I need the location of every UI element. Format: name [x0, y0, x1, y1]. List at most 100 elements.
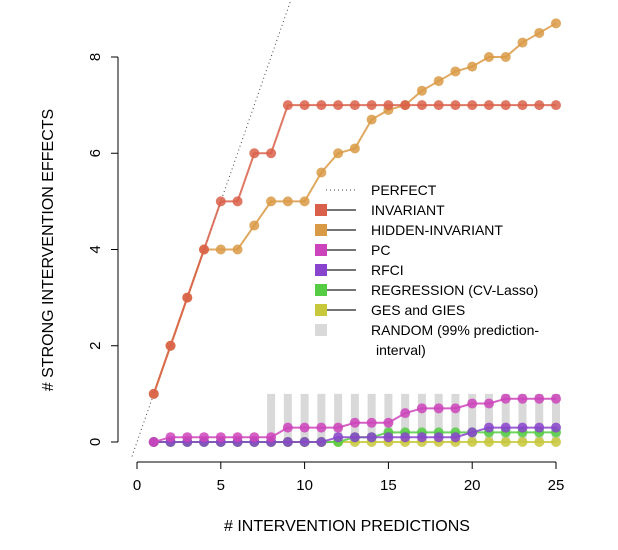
data-point-pc	[383, 417, 394, 428]
random-interval-bar	[283, 393, 292, 442]
data-point-pc	[215, 432, 226, 443]
legend-label: REGRESSION (CV-Lasso)	[371, 282, 538, 298]
data-point-invariant	[282, 100, 293, 111]
data-point-rfci	[383, 432, 394, 443]
random-interval-bar	[267, 393, 276, 442]
data-point-ges-and-gies	[467, 437, 478, 447]
data-point-invariant	[266, 148, 277, 159]
x-tick-label: 25	[548, 477, 565, 494]
data-point-rfci	[483, 422, 494, 433]
data-point-pc	[517, 393, 528, 404]
data-point-rfci	[349, 432, 360, 443]
data-point-invariant	[215, 196, 226, 207]
data-point-hidden-invariant	[483, 52, 494, 62]
data-point-pc	[299, 422, 310, 433]
data-point-hidden-invariant	[299, 196, 310, 207]
data-point-hidden-invariant	[232, 244, 243, 255]
data-point-pc	[349, 417, 360, 428]
data-point-rfci	[316, 437, 327, 447]
data-point-invariant	[366, 100, 377, 111]
data-point-pc	[400, 408, 411, 419]
data-point-invariant	[249, 148, 260, 159]
legend-label-perfect: PERFECT	[371, 182, 437, 198]
legend-swatch	[315, 224, 327, 236]
data-point-pc	[534, 393, 545, 404]
data-point-pc	[282, 422, 293, 433]
data-point-pc	[316, 422, 327, 433]
data-point-invariant	[534, 100, 545, 111]
random-interval-bar	[434, 393, 443, 442]
data-point-rfci	[534, 422, 545, 433]
x-tick-label: 15	[380, 477, 397, 494]
data-point-pc	[483, 398, 494, 409]
data-point-invariant	[416, 100, 427, 111]
y-tick-label: 2	[87, 342, 104, 350]
data-point-hidden-invariant	[416, 85, 427, 96]
random-interval-bar	[317, 393, 326, 442]
data-point-pc	[450, 403, 461, 414]
data-point-invariant	[148, 388, 159, 399]
data-point-hidden-invariant	[450, 66, 461, 77]
data-point-invariant	[165, 340, 176, 351]
legend-label: RFCI	[371, 262, 404, 278]
data-point-invariant	[450, 100, 461, 111]
data-point-rfci	[500, 422, 511, 433]
data-point-invariant	[316, 100, 327, 111]
data-point-invariant	[199, 244, 210, 255]
data-point-invariant	[232, 196, 243, 207]
legend-label-random-line2: interval)	[376, 342, 426, 358]
data-point-hidden-invariant	[266, 196, 277, 207]
data-point-hidden-invariant	[534, 27, 545, 38]
data-point-hidden-invariant	[249, 220, 260, 231]
legend-swatch	[315, 264, 327, 276]
data-point-invariant	[400, 100, 411, 111]
data-point-invariant	[182, 292, 193, 303]
data-point-rfci	[450, 432, 461, 443]
random-interval-bar	[535, 393, 544, 442]
data-point-rfci	[333, 432, 344, 443]
data-point-pc	[366, 417, 377, 428]
data-point-hidden-invariant	[282, 196, 293, 207]
data-point-ges-and-gies	[500, 437, 511, 447]
data-point-invariant	[349, 100, 360, 111]
random-interval-bar	[468, 393, 477, 442]
data-point-pc	[467, 398, 478, 409]
random-interval-bar	[518, 393, 527, 442]
legend-swatch	[315, 204, 327, 216]
data-point-ges-and-gies	[517, 437, 528, 447]
data-point-hidden-invariant	[551, 18, 561, 29]
random-interval-bar	[451, 393, 460, 442]
data-point-hidden-invariant	[215, 244, 226, 255]
x-axis-label: # INTERVENTION PREDICTIONS	[224, 518, 470, 535]
data-point-ges-and-gies	[534, 437, 545, 447]
data-point-invariant	[333, 100, 344, 111]
data-point-invariant	[500, 100, 511, 111]
series-line-hidden-invariant	[152, 22, 557, 395]
data-point-pc	[333, 422, 344, 433]
data-point-pc	[551, 393, 561, 404]
data-point-rfci	[400, 432, 411, 443]
data-point-pc	[249, 432, 260, 443]
data-point-invariant	[551, 100, 561, 111]
legend-label: HIDDEN-INVARIANT	[371, 222, 503, 238]
data-point-hidden-invariant	[316, 167, 327, 178]
data-point-rfci	[299, 437, 310, 447]
data-point-pc	[165, 432, 176, 443]
legend-label: PC	[371, 242, 390, 258]
random-interval-bar	[417, 393, 426, 442]
data-point-rfci	[467, 427, 478, 438]
data-point-hidden-invariant	[333, 148, 344, 159]
x-tick-label: 20	[464, 477, 481, 494]
data-point-rfci	[416, 432, 427, 443]
legend-label-random: RANDOM (99% prediction-	[371, 322, 539, 338]
y-axis-label: # STRONG INTERVENTION EFFECTS	[40, 109, 57, 391]
data-point-invariant	[299, 100, 310, 111]
random-interval-bar	[501, 393, 510, 442]
data-point-rfci	[433, 432, 444, 443]
data-point-pc	[199, 432, 210, 443]
legend-swatch	[315, 304, 327, 316]
data-point-ges-and-gies	[551, 437, 561, 447]
data-point-rfci	[282, 437, 293, 447]
data-point-pc	[182, 432, 193, 443]
